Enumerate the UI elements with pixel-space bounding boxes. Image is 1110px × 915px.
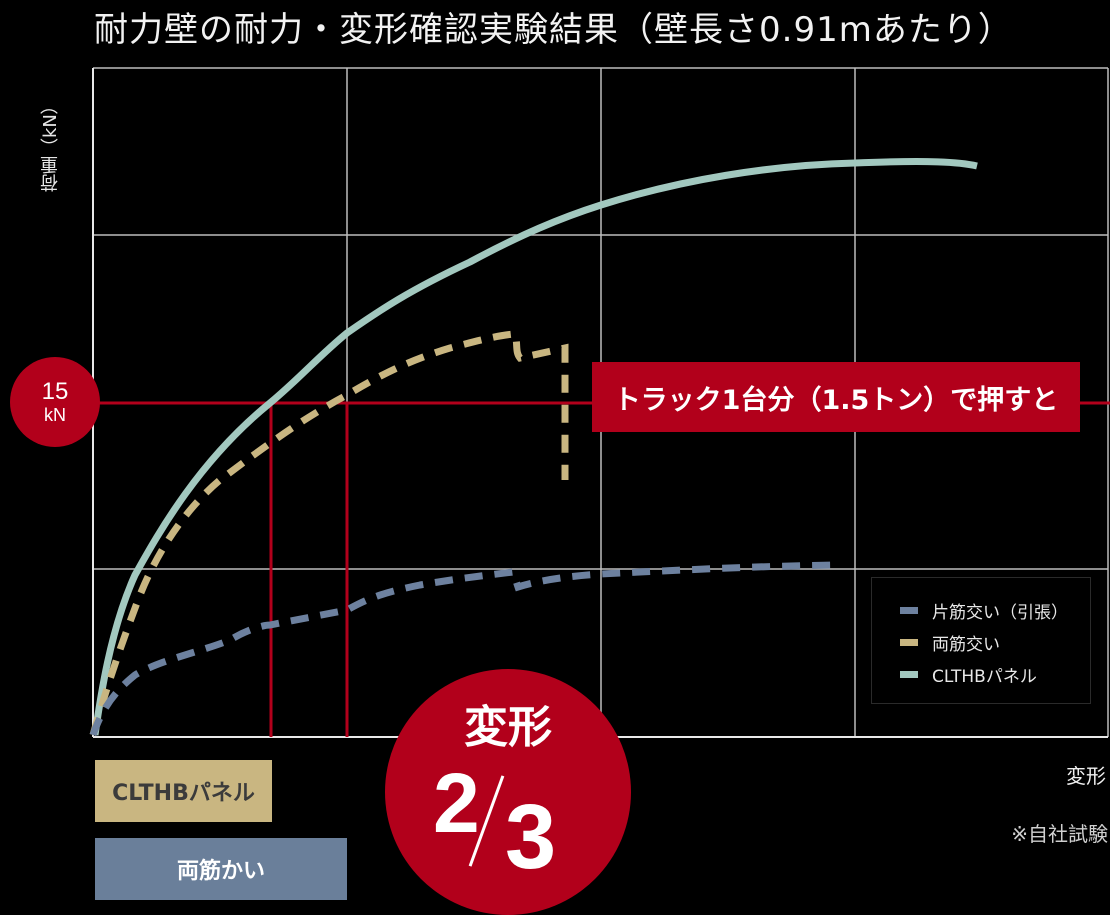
legend-item-double-brace: 両筋交い [900,630,1000,655]
reference-unit: kN [44,405,66,425]
series-clthb-panel [91,158,978,736]
chart-title: 耐力壁の耐力・変形確認実験結果（壁長さ0.91mあたり） [94,10,1013,50]
ratio-numerator: 2 [433,756,480,850]
ratio-denominator: 3 [505,786,557,888]
reference-value: 15 [41,378,69,405]
clthb-deformation-bar: CLTHBパネル [95,760,272,822]
legend-item-single-brace: 片筋交い（引張） [900,598,1068,623]
legend-swatch-icon [900,607,918,614]
reference-value-badge: 15 kN [10,357,100,447]
legend-item-clthb-panel: CLTHBパネル [900,662,1037,687]
legend-label: 両筋交い [932,635,1000,655]
legend-label: CLTHBパネル [932,667,1037,687]
series-single-brace [89,561,841,737]
source-note: ※自社試験 [1011,822,1108,846]
series-double-brace [89,330,569,736]
double-brace-deformation-bar: 両筋かい [95,838,347,900]
ratio-heading: 変形 [464,702,552,753]
legend-label: 片筋交い（引張） [932,603,1068,623]
deformation-ratio-badge: 変形 2 3 [385,669,631,915]
legend-swatch-icon [900,639,918,646]
truck-load-callout: トラック1台分（1.5トン）で押すと [592,362,1080,432]
x-axis-label: 変形 [1066,764,1106,788]
legend: 片筋交い（引張） 両筋交い CLTHBパネル [871,577,1091,704]
legend-swatch-icon [900,671,918,678]
